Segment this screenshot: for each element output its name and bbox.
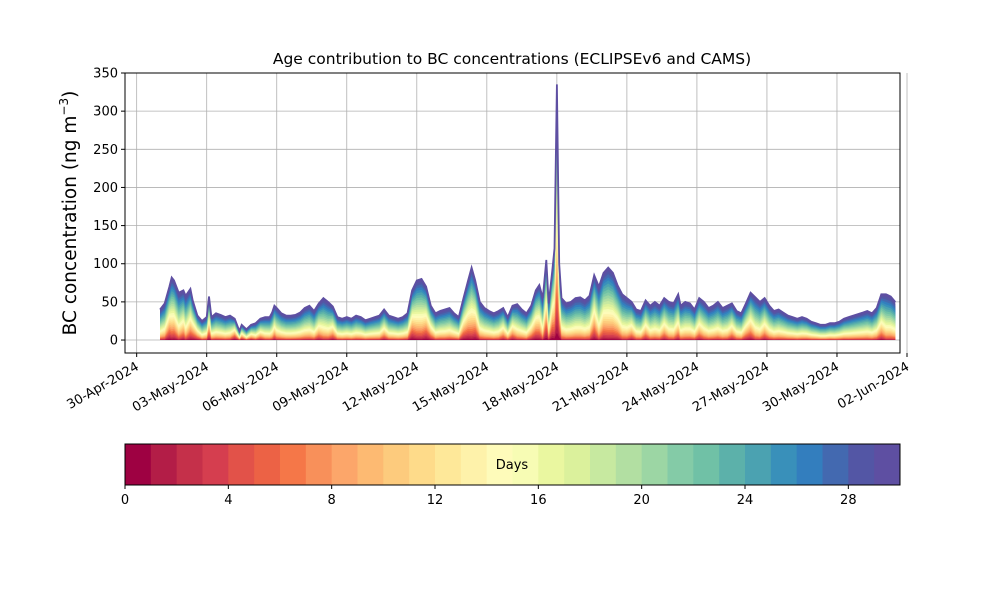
colorbar-tick-label: 28	[840, 493, 857, 508]
colorbar-ticks: 0 4 8 12 16 20 24 28	[121, 485, 857, 508]
y-tick-label: 200	[93, 181, 118, 196]
colorbar-tick-label: 20	[633, 493, 650, 508]
colorbar-segment	[564, 444, 591, 485]
y-axis-ticks: 0 50 100 150 200 250 300 350	[93, 67, 125, 349]
age-band-27-days	[160, 102, 896, 340]
x-tick-label: 06-May-2024	[200, 359, 282, 415]
y-tick-label: 300	[93, 105, 118, 120]
y-tick-label: 0	[110, 334, 118, 349]
y-tick-label: 250	[93, 143, 118, 158]
age-band-23-days	[160, 137, 896, 340]
colorbar-segment	[409, 444, 436, 485]
colorbar-tick-label: 12	[427, 493, 444, 508]
x-tick-label: 30-Apr-2024	[65, 359, 142, 412]
y-axis-label-main: BC concentration (ng m	[60, 116, 81, 336]
x-tick-label: 21-May-2024	[550, 359, 632, 415]
colorbar-segment	[848, 444, 875, 485]
y-tick-label: 150	[93, 219, 118, 234]
colorbar-segment	[874, 444, 901, 485]
y-tick-label: 100	[93, 257, 118, 272]
age-band-24-days	[160, 128, 896, 340]
colorbar-segment	[254, 444, 281, 485]
y-tick-label: 50	[101, 295, 118, 310]
colorbar-segment	[693, 444, 720, 485]
colorbar-tick-label: 4	[224, 493, 232, 508]
colorbar-tick-label: 0	[121, 493, 129, 508]
x-tick-label: 09-May-2024	[270, 359, 352, 415]
colorbar-label: Days	[496, 458, 529, 473]
colorbar-segment	[822, 444, 849, 485]
total-concentration-line	[159, 84, 896, 334]
colorbar-segment	[615, 444, 643, 485]
x-tick-label: 12-May-2024	[340, 359, 422, 415]
colorbar-segment	[383, 444, 410, 485]
x-axis-ticks: 30-Apr-202403-May-202406-May-202409-May-…	[65, 353, 912, 415]
y-axis-label-sup: −3	[57, 98, 71, 116]
colorbar-segment	[305, 444, 333, 485]
colorbar-segment	[331, 444, 358, 485]
chart-title: Age contribution to BC concentrations (E…	[273, 50, 751, 68]
colorbar-segment	[512, 444, 539, 485]
colorbar-segment	[641, 444, 668, 485]
colorbar-segment	[796, 444, 823, 485]
age-band-25-days	[160, 119, 896, 340]
colorbar-segment	[228, 444, 255, 485]
colorbar-segment	[667, 444, 694, 485]
y-tick-label: 350	[93, 67, 118, 82]
colorbar-segment	[745, 444, 772, 485]
colorbar-tick-label: 8	[328, 493, 336, 508]
x-tick-label: 27-May-2024	[690, 359, 772, 415]
x-tick-label: 02-Jun-2024	[835, 359, 912, 412]
colorbar-segment	[280, 444, 307, 485]
x-tick-label: 24-May-2024	[620, 359, 702, 415]
colorbar-frame	[124, 443, 901, 486]
x-tick-label: 03-May-2024	[130, 359, 212, 415]
colorbar-segment	[770, 444, 798, 485]
colorbar-segment	[435, 444, 462, 485]
colorbar-segment	[538, 444, 565, 485]
colorbar-segment	[150, 444, 178, 485]
colorbar-segment	[719, 444, 746, 485]
colorbar	[125, 444, 901, 485]
colorbar-segment	[176, 444, 203, 485]
age-band-28-days	[160, 93, 896, 340]
plot-frame	[124, 72, 901, 354]
x-tick-label: 18-May-2024	[480, 359, 562, 415]
colorbar-tick-label: 24	[737, 493, 754, 508]
gridlines	[125, 72, 908, 353]
colorbar-segment	[202, 444, 229, 485]
y-axis-label-close: )	[60, 91, 81, 98]
y-axis-label: BC concentration (ng m−3)	[57, 91, 81, 336]
x-tick-label: 30-May-2024	[760, 359, 842, 415]
colorbar-segment	[357, 444, 384, 485]
x-tick-label: 15-May-2024	[410, 359, 492, 415]
colorbar-segment	[460, 444, 488, 485]
colorbar-segment	[486, 444, 513, 485]
colorbar-segment	[590, 444, 617, 485]
colorbar-tick-label: 16	[530, 493, 547, 508]
colorbar-segment	[125, 444, 152, 485]
